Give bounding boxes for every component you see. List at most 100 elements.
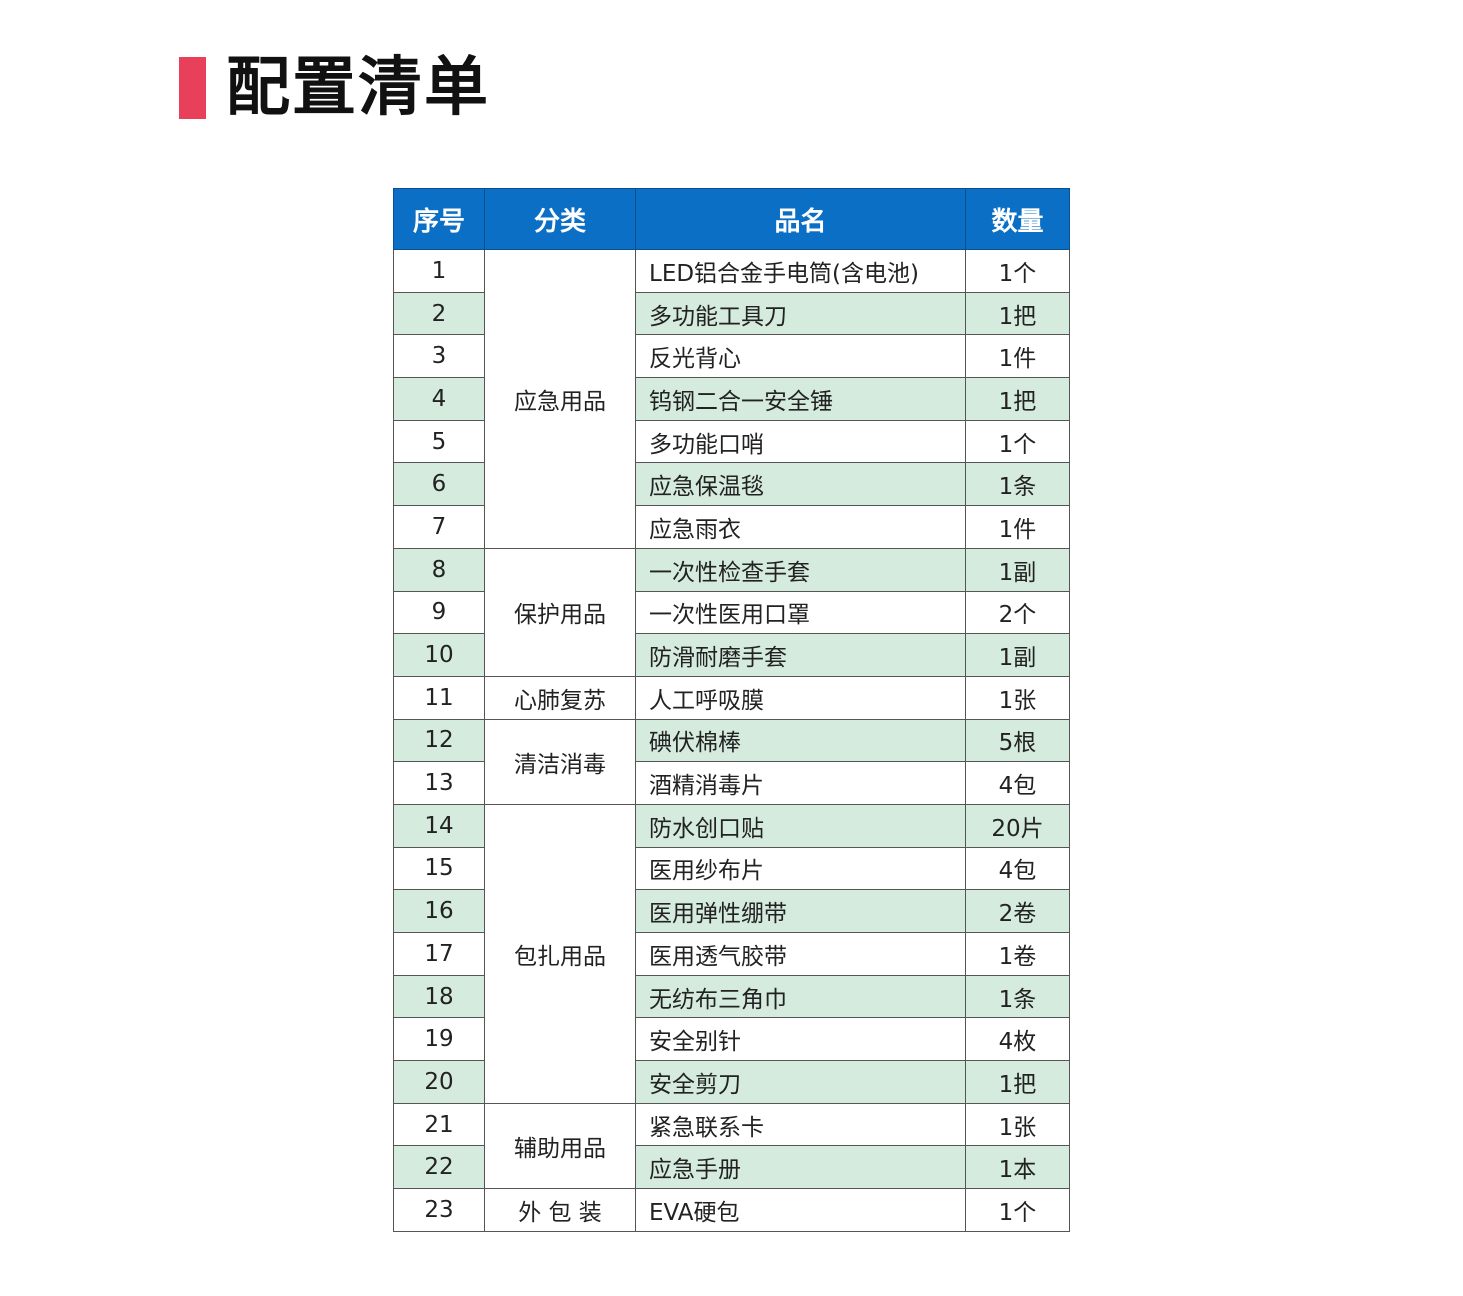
item-quantity: 1张 — [965, 1102, 1070, 1147]
item-quantity: 1条 — [965, 974, 1070, 1019]
item-quantity: 1个 — [965, 249, 1070, 293]
title-accent-bar — [179, 57, 206, 119]
row-number: 10 — [393, 633, 485, 677]
table-row: 10 防滑耐磨手套 1副 — [393, 633, 1070, 677]
table-row: 17 医用透气胶带 1卷 — [393, 932, 1070, 976]
row-number: 5 — [393, 419, 485, 464]
item-name: 碘伏棉棒 — [635, 718, 966, 763]
table-row: 9 一次性医用口罩 2个 — [393, 590, 1070, 635]
item-quantity: 1件 — [965, 505, 1070, 549]
item-name: 防水创口贴 — [635, 803, 966, 848]
category-cell: 保护用品 — [484, 547, 636, 677]
item-quantity: 1条 — [965, 462, 1070, 507]
table-row: 6 应急保温毯 1条 — [393, 462, 1070, 507]
row-number: 22 — [393, 1145, 485, 1190]
category-cell: 辅助用品 — [484, 1102, 636, 1190]
item-name: 安全别针 — [635, 1017, 966, 1062]
row-number: 21 — [393, 1102, 485, 1147]
table-row: 16 医用弹性绷带 2卷 — [393, 889, 1070, 933]
table-row: 22 应急手册 1本 — [393, 1145, 1070, 1190]
row-number: 15 — [393, 846, 485, 891]
item-name: 反光背心 — [635, 334, 966, 379]
item-quantity: 5根 — [965, 718, 1070, 763]
item-name: 多功能口哨 — [635, 419, 966, 464]
item-quantity: 2个 — [965, 590, 1070, 635]
table-row: 23 外 包 装 EVA硬包 1个 — [393, 1188, 1070, 1232]
category-cell: 包扎用品 — [484, 803, 636, 1104]
item-name: 酒精消毒片 — [635, 761, 966, 805]
row-number: 1 — [393, 249, 485, 293]
row-number: 13 — [393, 761, 485, 805]
item-quantity: 20片 — [965, 803, 1070, 848]
config-table: 序号 分类 品名 数量 1 应急用品 LED铝合金手电筒(含电池) 1个 2 多功能工具刀… — [393, 188, 1070, 1232]
table-row: 20 安全剪刀 1把 — [393, 1060, 1070, 1104]
row-number: 18 — [393, 974, 485, 1019]
table-row: 7 应急雨衣 1件 — [393, 505, 1070, 549]
table-row: 5 多功能口哨 1个 — [393, 419, 1070, 464]
category-cell: 外 包 装 — [484, 1188, 636, 1232]
item-name: 多功能工具刀 — [635, 291, 966, 336]
category-cell: 清洁消毒 — [484, 718, 636, 805]
table-row: 21 辅助用品 紧急联系卡 1张 — [393, 1102, 1070, 1190]
item-quantity: 1卷 — [965, 932, 1070, 976]
item-quantity: 1副 — [965, 633, 1070, 677]
item-name: 一次性医用口罩 — [635, 590, 966, 635]
row-number: 23 — [393, 1188, 485, 1232]
item-quantity: 1个 — [965, 419, 1070, 464]
table-row: 14 包扎用品 防水创口贴 20片 — [393, 803, 1070, 1104]
row-number: 7 — [393, 505, 485, 549]
row-number: 2 — [393, 291, 485, 336]
item-name: 医用透气胶带 — [635, 932, 966, 976]
row-number: 11 — [393, 675, 485, 720]
item-name: 安全剪刀 — [635, 1060, 966, 1104]
row-number: 6 — [393, 462, 485, 507]
item-quantity: 4包 — [965, 761, 1070, 805]
row-number: 8 — [393, 547, 485, 592]
item-name: 钨钢二合一安全锤 — [635, 377, 966, 421]
item-quantity: 1件 — [965, 334, 1070, 379]
row-number: 9 — [393, 590, 485, 635]
item-name: 应急雨衣 — [635, 505, 966, 549]
row-number: 20 — [393, 1060, 485, 1104]
table-row: 12 清洁消毒 碘伏棉棒 5根 — [393, 718, 1070, 805]
item-quantity: 1把 — [965, 291, 1070, 336]
header-no: 序号 — [393, 188, 485, 250]
row-number: 17 — [393, 932, 485, 976]
table-row: 3 反光背心 1件 — [393, 334, 1070, 379]
table-row: 15 医用纱布片 4包 — [393, 846, 1070, 891]
item-quantity: 1张 — [965, 675, 1070, 720]
item-name: 人工呼吸膜 — [635, 675, 966, 720]
item-quantity: 1副 — [965, 547, 1070, 592]
item-name: 一次性检查手套 — [635, 547, 966, 592]
item-name: 应急手册 — [635, 1145, 966, 1190]
item-name: 紧急联系卡 — [635, 1102, 966, 1147]
category-cell: 应急用品 — [484, 249, 636, 549]
row-number: 19 — [393, 1017, 485, 1062]
item-quantity: 2卷 — [965, 889, 1070, 933]
table-row: 18 无纺布三角巾 1条 — [393, 974, 1070, 1019]
item-name: EVA硬包 — [635, 1188, 966, 1232]
item-quantity: 1把 — [965, 1060, 1070, 1104]
table-row: 8 保护用品 一次性检查手套 1副 — [393, 547, 1070, 677]
table-row: 2 多功能工具刀 1把 — [393, 291, 1070, 336]
item-name: 防滑耐磨手套 — [635, 633, 966, 677]
row-number: 4 — [393, 377, 485, 421]
item-quantity: 1个 — [965, 1188, 1070, 1232]
table-row: 19 安全别针 4枚 — [393, 1017, 1070, 1062]
table-row: 4 钨钢二合一安全锤 1把 — [393, 377, 1070, 421]
item-quantity: 4枚 — [965, 1017, 1070, 1062]
row-number: 3 — [393, 334, 485, 379]
table-row: 13 酒精消毒片 4包 — [393, 761, 1070, 805]
page-title: 配置清单 — [226, 51, 490, 125]
item-quantity: 1把 — [965, 377, 1070, 421]
table-row: 1 应急用品 LED铝合金手电筒(含电池) 1个 — [393, 249, 1070, 549]
item-name: 医用弹性绷带 — [635, 889, 966, 933]
table-row: 11 心肺复苏 人工呼吸膜 1张 — [393, 675, 1070, 720]
item-quantity: 4包 — [965, 846, 1070, 891]
row-number: 16 — [393, 889, 485, 933]
header-qty: 数量 — [965, 188, 1070, 250]
header-name: 品名 — [635, 188, 966, 250]
row-number: 12 — [393, 718, 485, 763]
table-header: 序号 分类 品名 数量 — [393, 188, 1070, 250]
item-name: 无纺布三角巾 — [635, 974, 966, 1019]
